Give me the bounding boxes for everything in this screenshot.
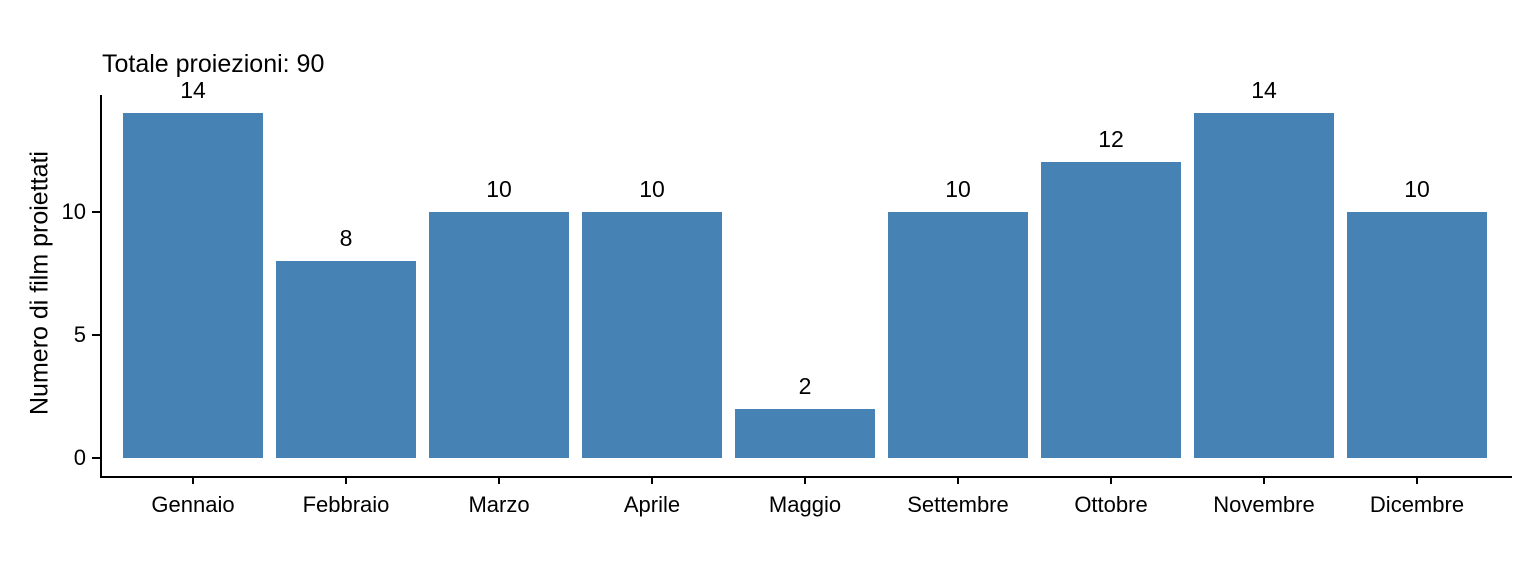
bar <box>1347 211 1487 458</box>
x-axis-tick <box>804 476 806 484</box>
x-axis-tick <box>1110 476 1112 484</box>
x-axis-line <box>100 476 1512 478</box>
y-axis-tick <box>92 333 101 336</box>
y-axis-tick-label: 10 <box>61 198 86 224</box>
chart-annotation-total: Totale proiezioni: 90 <box>102 50 325 78</box>
bar <box>735 408 875 458</box>
bar-value-label: 10 <box>486 175 512 202</box>
bar-value-label: 12 <box>1098 126 1124 153</box>
bar-value-label: 2 <box>798 372 812 399</box>
bar <box>276 260 416 458</box>
bar-value-label: 10 <box>945 175 971 202</box>
bar <box>582 211 722 458</box>
y-axis-line <box>100 95 102 478</box>
x-axis-tick <box>345 476 347 484</box>
y-axis-title: Numero di film proiettati <box>25 151 54 415</box>
x-axis-tick-label: Dicembre <box>1369 492 1465 517</box>
x-axis-tick <box>1263 476 1265 484</box>
bar-value-label: 10 <box>1404 175 1430 202</box>
y-axis-tick-label: 0 <box>73 445 86 470</box>
x-axis-tick <box>1416 476 1418 484</box>
x-axis-tick-label: Settembre <box>907 492 1009 517</box>
x-axis-tick <box>192 476 194 484</box>
bar <box>123 112 263 458</box>
y-axis-tick <box>92 457 101 459</box>
x-axis-tick-label: Maggio <box>768 492 842 517</box>
bar <box>888 211 1028 458</box>
x-axis-tick-label: Marzo <box>468 492 530 517</box>
bar <box>1194 112 1334 458</box>
x-axis-tick-label: Febbraio <box>302 492 390 517</box>
x-axis-tick <box>957 476 959 484</box>
bar-value-label: 14 <box>180 76 206 103</box>
x-axis-tick <box>651 476 653 484</box>
x-axis-tick-label: Ottobre <box>1074 492 1148 517</box>
y-axis-tick <box>92 210 101 213</box>
x-axis-tick-label: Aprile <box>623 492 681 517</box>
bar <box>1041 162 1181 458</box>
y-axis-tick-label: 5 <box>73 321 86 347</box>
x-axis-tick <box>498 476 500 484</box>
bar-value-label: 8 <box>339 224 353 251</box>
bar-value-label: 10 <box>639 175 665 202</box>
bar <box>429 211 569 458</box>
x-axis-tick-label: Novembre <box>1213 492 1315 517</box>
x-axis-tick-label: Gennaio <box>151 492 235 517</box>
bar-value-label: 14 <box>1251 76 1277 103</box>
